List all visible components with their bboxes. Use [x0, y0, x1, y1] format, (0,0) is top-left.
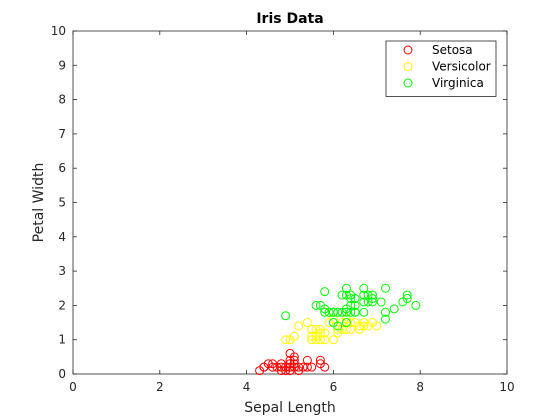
legend-marker [403, 62, 413, 71]
data-point [411, 300, 421, 310]
x-tick-label: 6 [330, 380, 338, 394]
data-point [367, 294, 377, 304]
data-point [337, 290, 347, 300]
data-point [328, 314, 338, 324]
legend-entry-label: Virginica [432, 76, 484, 90]
data-point [359, 297, 369, 307]
data-point [289, 355, 299, 365]
data-point [341, 304, 351, 314]
legend-marker [403, 78, 413, 88]
data-point [281, 311, 291, 321]
data-point [302, 355, 312, 365]
chart-title: Iris Data [256, 11, 323, 27]
data-point [307, 362, 317, 372]
data-point [359, 307, 369, 317]
data-point [289, 331, 299, 341]
data-point [320, 328, 330, 338]
data-point [341, 307, 351, 317]
data-point [289, 352, 299, 362]
x-tick-label: 8 [416, 380, 424, 394]
data-point [294, 321, 304, 331]
data-point [350, 294, 360, 304]
data-point [320, 335, 330, 345]
data-point [328, 335, 338, 345]
y-tick-label: 6 [58, 161, 66, 175]
data-point [315, 328, 325, 338]
data-point [367, 290, 377, 300]
legend: Setosa Versicolor Virginica [385, 40, 497, 97]
series-versicolor [281, 307, 382, 345]
data-point [376, 297, 386, 307]
data-point [380, 314, 390, 324]
y-axis-ticks: 0 1 2 3 4 5 6 7 8 9 10 [51, 24, 507, 381]
data-point [302, 362, 312, 372]
x-tick-label: 4 [243, 380, 251, 394]
data-point [268, 362, 278, 372]
y-tick-label: 4 [58, 230, 66, 244]
data-point [307, 324, 317, 334]
data-point [320, 287, 330, 297]
data-point [359, 290, 369, 300]
x-tick-label: 10 [499, 380, 514, 394]
data-point [333, 321, 343, 331]
y-tick-label: 1 [58, 333, 66, 347]
data-point [350, 300, 360, 310]
legend-marker [403, 45, 413, 55]
data-point [346, 294, 356, 304]
data-point [333, 324, 343, 334]
data-point [367, 297, 377, 307]
x-axis-ticks: 0 2 4 6 8 10 [69, 31, 515, 394]
data-point [350, 307, 360, 317]
data-point [294, 362, 304, 372]
data-point [311, 300, 321, 310]
data-point [285, 366, 295, 376]
y-tick-label: 5 [58, 196, 66, 210]
y-tick-label: 3 [58, 264, 66, 278]
x-axis-label: Sepal Length [244, 400, 336, 416]
data-point [328, 307, 338, 317]
data-point [259, 362, 269, 372]
data-point [402, 290, 412, 300]
y-tick-label: 8 [58, 93, 66, 107]
data-point [320, 362, 330, 372]
data-point [324, 307, 334, 317]
data-point [302, 318, 312, 328]
y-tick-label: 7 [58, 127, 66, 141]
legend-entry-label: Versicolor [432, 60, 491, 74]
y-axis-label: Petal Width [31, 163, 47, 243]
series-setosa [255, 348, 330, 376]
data-point [341, 324, 351, 334]
data-point [315, 335, 325, 345]
x-tick-label: 2 [156, 380, 164, 394]
data-point [380, 307, 390, 317]
data-point [359, 283, 369, 293]
data-point [298, 362, 308, 372]
data-point [346, 324, 356, 334]
data-point [402, 294, 412, 304]
data-point [333, 307, 343, 317]
data-point [311, 335, 321, 345]
series-virginica [281, 283, 421, 331]
data-point [320, 307, 330, 317]
data-point [315, 355, 325, 365]
data-points [255, 283, 421, 376]
data-point [389, 304, 399, 314]
data-point [281, 335, 291, 345]
y-tick-label: 0 [58, 367, 66, 381]
data-point [380, 283, 390, 293]
x-tick-label: 0 [69, 380, 77, 394]
data-point [341, 318, 351, 328]
legend-entry-label: Setosa [432, 43, 473, 57]
data-point [341, 314, 351, 324]
y-tick-label: 2 [58, 298, 66, 312]
data-point [372, 321, 382, 331]
y-tick-label: 10 [51, 24, 66, 38]
y-tick-label: 9 [58, 58, 66, 72]
data-point [341, 283, 351, 293]
data-point [359, 321, 369, 331]
